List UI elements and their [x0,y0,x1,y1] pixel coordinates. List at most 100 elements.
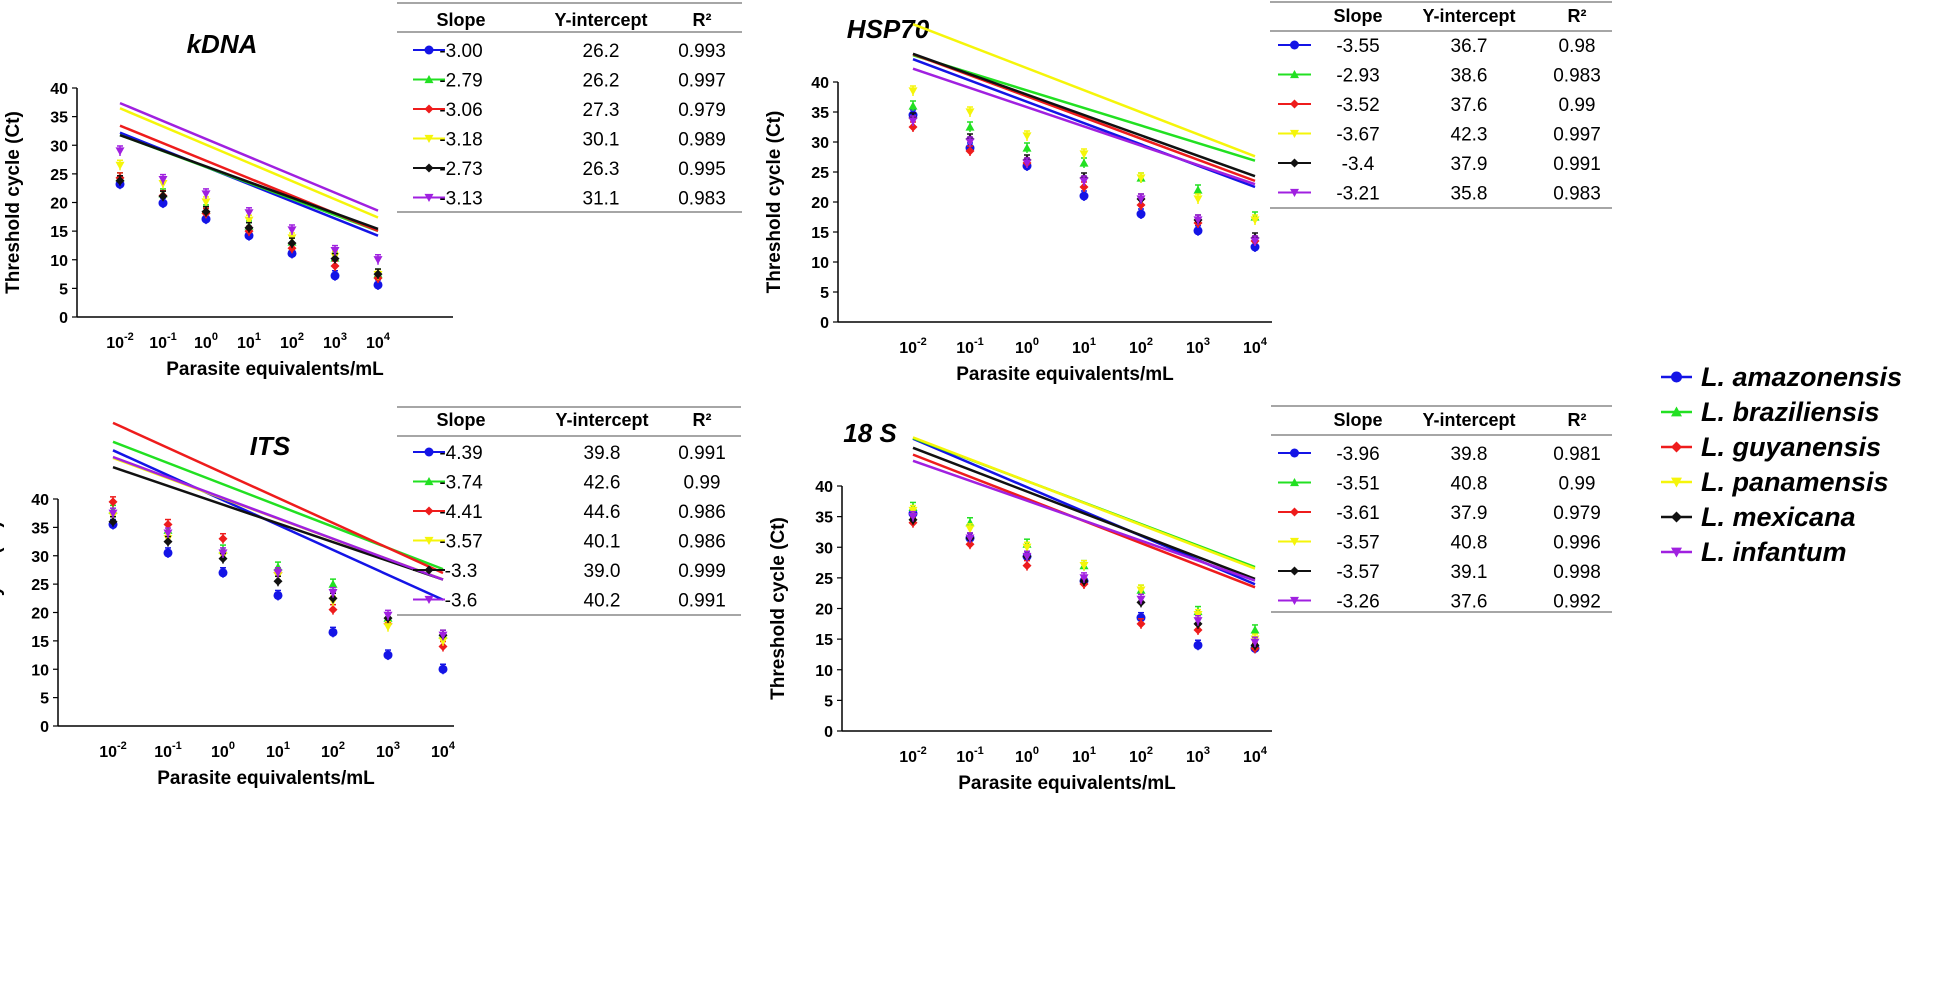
table-cell: 0.999 [678,561,726,582]
panel-title: 18 S [843,418,897,448]
y-tick-label: 0 [824,724,833,741]
y-tick-label: 30 [50,138,68,155]
y-tick-label: 0 [59,310,68,327]
y-tick-label: 35 [31,520,49,537]
regression-line [912,436,1256,570]
regression-line [119,107,379,219]
table-cell: 26.2 [583,41,620,62]
y-tick-label: 5 [40,691,49,708]
table-cell: 0.991 [1553,154,1601,175]
x-tick-label: 10-1 [154,740,182,761]
data-point [328,627,338,637]
series-6 [115,101,383,265]
table-cell: 37.6 [1451,592,1488,613]
table-header: Y-intercept [554,10,647,30]
regression-line [912,446,1256,581]
y-tick-label: 10 [50,253,68,270]
data-point [908,513,918,522]
table-legend-marker [424,104,434,114]
data-point [244,223,254,233]
x-axis-label: Parasite equivalents/mL [958,773,1176,794]
table-cell: 39.8 [584,443,621,464]
x-tick-label: 103 [376,740,400,761]
data-point [201,190,211,199]
data-point [287,226,297,235]
table-cell: -3.3 [445,561,478,582]
x-tick-label: 10-2 [899,336,927,357]
table-cell: 0.983 [1553,66,1601,87]
table-legend-marker [1290,448,1299,458]
table-cell: 40.8 [1451,533,1488,554]
x-tick-label: 100 [1015,745,1039,766]
data-point [908,122,918,132]
table-legend-marker [1290,158,1299,168]
table-cell: 27.3 [583,100,620,121]
table-header: Slope [1333,6,1382,26]
y-tick-label: 25 [811,165,829,182]
data-point [163,520,173,530]
y-axis-label: Threshold cycle (Ct) [768,517,789,700]
panel-1: kDNA 0 5 10 15 20 25 30 35 40 10-2 10-1 100 101 102 103… [3,2,742,380]
x-tick-label: 102 [1129,745,1153,766]
data-point [383,650,393,660]
series-4 [908,436,1260,645]
data-point [108,517,118,527]
data-point [273,576,283,586]
table-cell: 0.996 [1553,533,1601,554]
legend-label: L. mexicana [1701,502,1856,532]
data-point [373,269,383,279]
data-point [908,87,918,96]
x-tick-label: 101 [266,740,290,761]
data-point [244,216,254,225]
table-cell: -3.13 [439,189,482,210]
table-cell: -3.06 [439,100,482,121]
table-cell: 40.1 [584,532,621,553]
data-point [1079,562,1089,571]
data-point [1079,191,1089,201]
table-cell: 38.6 [1451,66,1488,87]
table-cell: 0.99 [1559,95,1596,116]
table-header: R² [1568,410,1587,430]
data-point [201,214,211,224]
x-tick-label: 102 [321,740,345,761]
data-point [1136,200,1146,210]
table-legend-marker [1290,129,1299,138]
regression-line [112,455,444,581]
data-point [287,238,297,248]
table-cell: 42.3 [1451,125,1488,146]
table-cell: 39.8 [1451,444,1488,465]
y-tick-label: 15 [50,224,68,241]
table-header: Y-intercept [1422,410,1515,430]
data-point [328,605,338,615]
x-tick-label: 104 [1243,336,1268,357]
regression-line [112,449,444,601]
table-cell: 39.0 [584,561,621,582]
series-5 [108,466,448,641]
data-point [158,191,168,201]
y-tick-label: 25 [31,577,49,594]
series-6 [908,459,1260,648]
legend-marker [1671,477,1682,488]
y-tick-label: 40 [31,492,49,509]
table-cell: -3.57 [1336,533,1379,554]
data-point [1193,640,1203,650]
y-tick-label: 35 [811,105,829,122]
table-cell: 37.9 [1451,154,1488,175]
table-cell: 0.979 [1553,503,1601,524]
data-point [1022,159,1032,168]
x-tick-label: 10-1 [956,745,984,766]
x-tick-label: 100 [1015,336,1039,357]
legend-marker [1671,371,1682,383]
y-tick-label: 40 [815,479,833,496]
table-cell: 0.992 [1553,592,1601,613]
data-point [330,254,340,264]
table-cell: 44.6 [584,502,621,523]
table-header: R² [1568,6,1587,26]
x-tick-label: 10-2 [99,740,127,761]
data-point [1193,226,1203,236]
table-legend-marker [424,536,434,545]
x-tick-label: 103 [323,331,347,352]
series-4 [908,22,1260,225]
y-tick-label: 25 [50,167,68,184]
